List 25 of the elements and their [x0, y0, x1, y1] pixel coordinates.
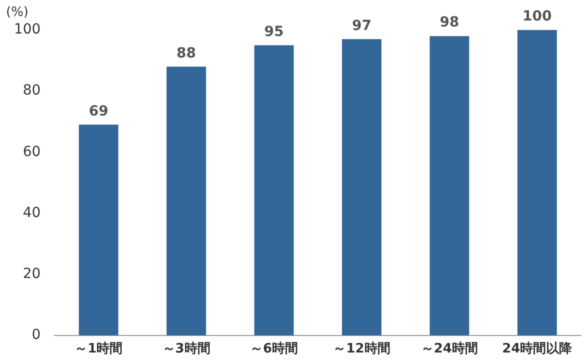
- x-tick-label: ～6時間: [250, 342, 298, 357]
- x-tick-label: ～3時間: [162, 342, 210, 357]
- data-label: 97: [352, 18, 372, 34]
- y-tick-label: 60: [22, 144, 41, 160]
- data-label: 88: [176, 45, 196, 62]
- data-label: 69: [88, 103, 108, 120]
- bar: [517, 30, 557, 336]
- bar: [78, 124, 118, 336]
- data-label: 98: [440, 14, 460, 31]
- y-tick-label: 40: [22, 204, 41, 221]
- bar: [430, 36, 470, 336]
- bar: [166, 66, 206, 336]
- y-tick-label: 0: [32, 327, 41, 344]
- y-tick-label: 80: [22, 82, 41, 99]
- x-tick-label: ～12時間: [333, 342, 390, 357]
- y-tick-label: 100: [14, 22, 41, 38]
- data-label: 95: [264, 24, 284, 40]
- y-tick-label: 20: [22, 266, 41, 282]
- x-tick-label: ～1時間: [74, 342, 123, 357]
- bar: [254, 45, 294, 336]
- y-axis-title: (%): [6, 4, 28, 20]
- bar: [342, 39, 382, 336]
- x-tick-label: 24時間以降: [502, 342, 574, 357]
- x-tick-label: ～24時間: [420, 342, 478, 357]
- data-label: 100: [522, 8, 552, 25]
